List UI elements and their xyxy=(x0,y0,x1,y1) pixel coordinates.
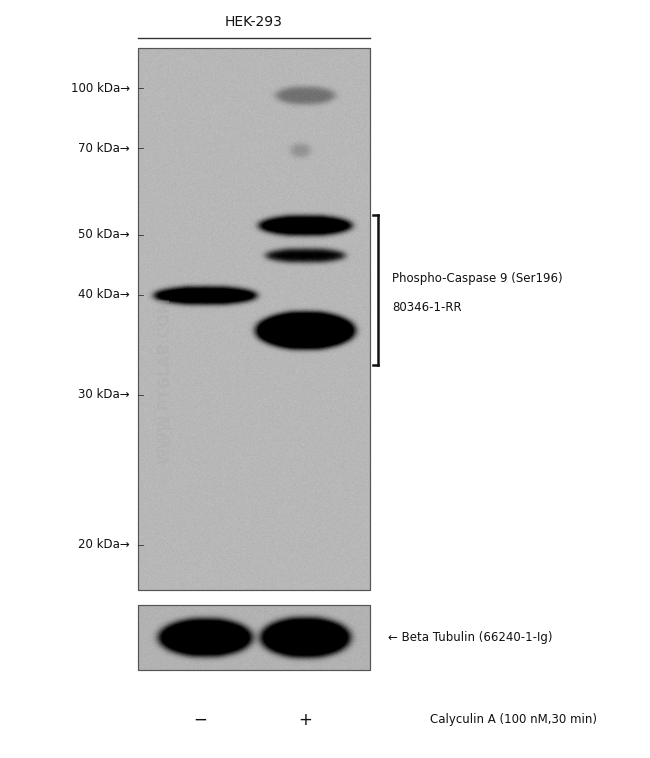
Text: −: − xyxy=(193,711,207,729)
Text: 40 kDa→: 40 kDa→ xyxy=(78,289,130,302)
Text: 100 kDa→: 100 kDa→ xyxy=(71,82,130,95)
Text: 50 kDa→: 50 kDa→ xyxy=(79,228,130,242)
Bar xyxy=(138,605,370,670)
Bar xyxy=(138,605,370,670)
Text: ← Beta Tubulin (66240-1-Ig): ← Beta Tubulin (66240-1-Ig) xyxy=(388,631,552,644)
Text: HEK-293: HEK-293 xyxy=(225,15,283,29)
Bar xyxy=(138,48,370,590)
Text: 30 kDa→: 30 kDa→ xyxy=(79,389,130,402)
Text: 20 kDa→: 20 kDa→ xyxy=(78,538,130,552)
Text: WWW.PTGLAB.COM: WWW.PTGLAB.COM xyxy=(157,296,172,463)
Text: 70 kDa→: 70 kDa→ xyxy=(78,142,130,155)
Text: 80346-1-RR: 80346-1-RR xyxy=(392,301,462,314)
Text: Calyculin A (100 nM,30 min): Calyculin A (100 nM,30 min) xyxy=(430,713,597,726)
Text: +: + xyxy=(298,711,312,729)
Bar xyxy=(138,48,370,590)
Text: Phospho-Caspase 9 (Ser196): Phospho-Caspase 9 (Ser196) xyxy=(392,272,563,285)
